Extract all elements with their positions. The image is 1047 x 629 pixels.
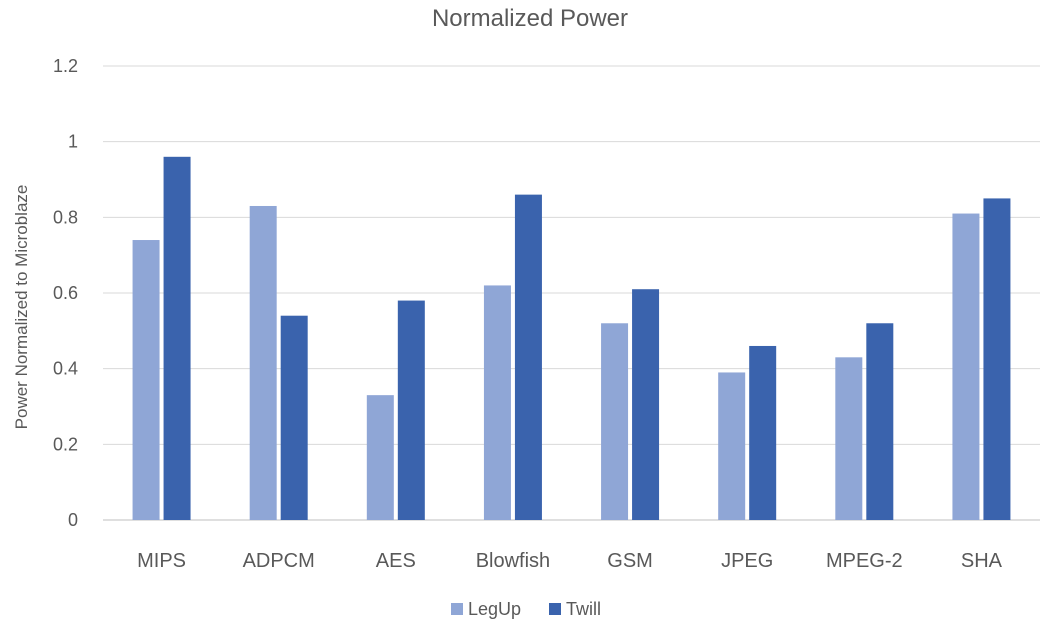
x-tick-label: JPEG: [721, 550, 773, 572]
bar-twill-mips: [163, 156, 191, 521]
y-tick-label: 1: [68, 132, 78, 152]
y-tick-label: 0.8: [53, 207, 78, 227]
x-tick-labels: MIPS ADPCM AES Blowfish GSM JPEG MPEG-2 SHA: [137, 550, 1003, 572]
bar-legup-mpeg-2: [835, 357, 863, 520]
legend-swatch-twill: [549, 603, 561, 615]
legend-label: Twill: [566, 599, 601, 619]
x-tick-label: AES: [376, 550, 416, 572]
y-tick-label: 0.4: [53, 359, 78, 379]
legend: LegUp Twill: [451, 599, 601, 619]
legend-label: LegUp: [468, 599, 521, 619]
bar-legup-blowfish: [483, 285, 511, 520]
bar-twill-jpeg: [749, 345, 777, 520]
legend-swatch-legup: [451, 603, 463, 615]
x-tick-label: MPEG-2: [826, 550, 903, 572]
y-tick-label: 0: [68, 510, 78, 530]
bar-legup-aes: [366, 395, 394, 520]
bar-twill-aes: [397, 300, 425, 520]
x-tick-label: Blowfish: [476, 550, 550, 572]
bar-legup-adpcm: [249, 205, 277, 520]
x-tick-label: SHA: [961, 550, 1003, 572]
bars: [132, 156, 1011, 521]
bar-twill-sha: [983, 198, 1011, 520]
x-tick-label: ADPCM: [243, 550, 315, 572]
chart-title: Normalized Power: [432, 5, 628, 32]
bar-legup-mips: [132, 240, 160, 521]
y-axis-label: Power Normalized to Microblaze: [12, 185, 31, 430]
bar-legup-sha: [952, 213, 980, 521]
bar-legup-jpeg: [718, 372, 746, 520]
bar-twill-gsm: [632, 289, 660, 520]
bar-twill-blowfish: [514, 194, 542, 520]
bar-legup-gsm: [601, 323, 629, 520]
x-tick-label: MIPS: [137, 550, 186, 572]
x-tick-label: GSM: [607, 550, 653, 572]
y-tick-label: 0.6: [53, 283, 78, 303]
y-tick-label: 0.2: [53, 434, 78, 454]
y-tick-labels: 0 0.2 0.4 0.6 0.8 1 1.2: [53, 56, 78, 530]
gridlines: [103, 65, 1040, 521]
bar-twill-adpcm: [280, 315, 308, 520]
bar-twill-mpeg-2: [866, 323, 894, 520]
y-tick-label: 1.2: [53, 56, 78, 76]
